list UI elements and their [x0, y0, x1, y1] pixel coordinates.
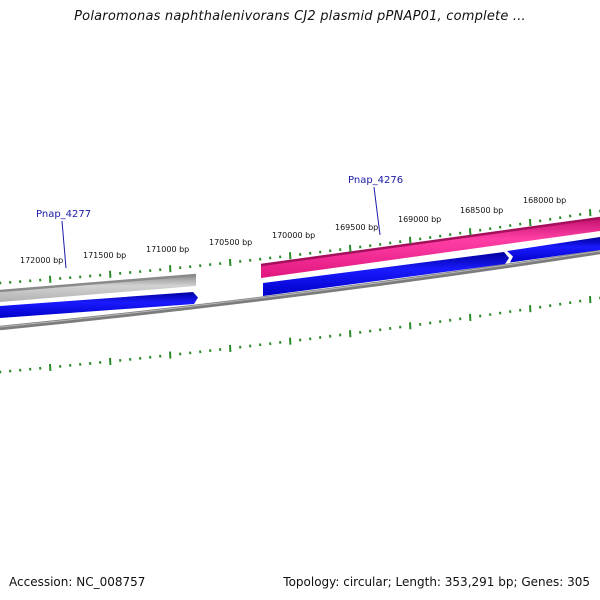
tick-label-169000: 169000 bp	[398, 215, 441, 224]
tick-label-170500: 170500 bp	[209, 238, 252, 247]
inner-tick-track	[0, 296, 600, 374]
plasmid-backbone	[0, 249, 600, 331]
accession-text: Accession: NC_008757	[9, 575, 146, 589]
gene-reverse-right[interactable]	[507, 237, 600, 263]
plasmid-backbone-highlight	[0, 250, 600, 328]
gene-label-pointer-pnap-4276	[373, 186, 381, 236]
tick-label-171500: 171500 bp	[83, 251, 126, 260]
gene-pnap-4277-forward[interactable]	[0, 275, 196, 302]
map-title: Polaromonas naphthalenivorans CJ2 plasmi…	[74, 9, 526, 24]
gene-pnap-4276-edge	[260, 216, 600, 267]
outer-tick-track	[0, 209, 600, 285]
tick-label-169500: 169500 bp	[335, 223, 378, 232]
tick-label-171000: 171000 bp	[146, 245, 189, 254]
gene-label-pointer-pnap-4277	[61, 220, 67, 269]
gene-reverse-middle[interactable]	[263, 252, 509, 296]
gene-pnap-4276[interactable]	[261, 218, 600, 278]
tick-label-168000: 168000 bp	[523, 196, 566, 205]
tick-label-168500: 168500 bp	[460, 206, 503, 215]
tick-label-170000: 170000 bp	[272, 231, 315, 240]
tick-label-172000: 172000 bp	[20, 256, 63, 265]
map-summary-text: Topology: circular; Length: 353,291 bp; …	[283, 575, 590, 589]
gene-label-pnap-4276[interactable]: Pnap_4276	[348, 175, 403, 186]
gene-pnap-4277-forward-edge	[0, 273, 197, 293]
gene-label-pnap-4277[interactable]: Pnap_4277	[36, 209, 91, 220]
gene-reverse-left[interactable]	[0, 292, 198, 318]
